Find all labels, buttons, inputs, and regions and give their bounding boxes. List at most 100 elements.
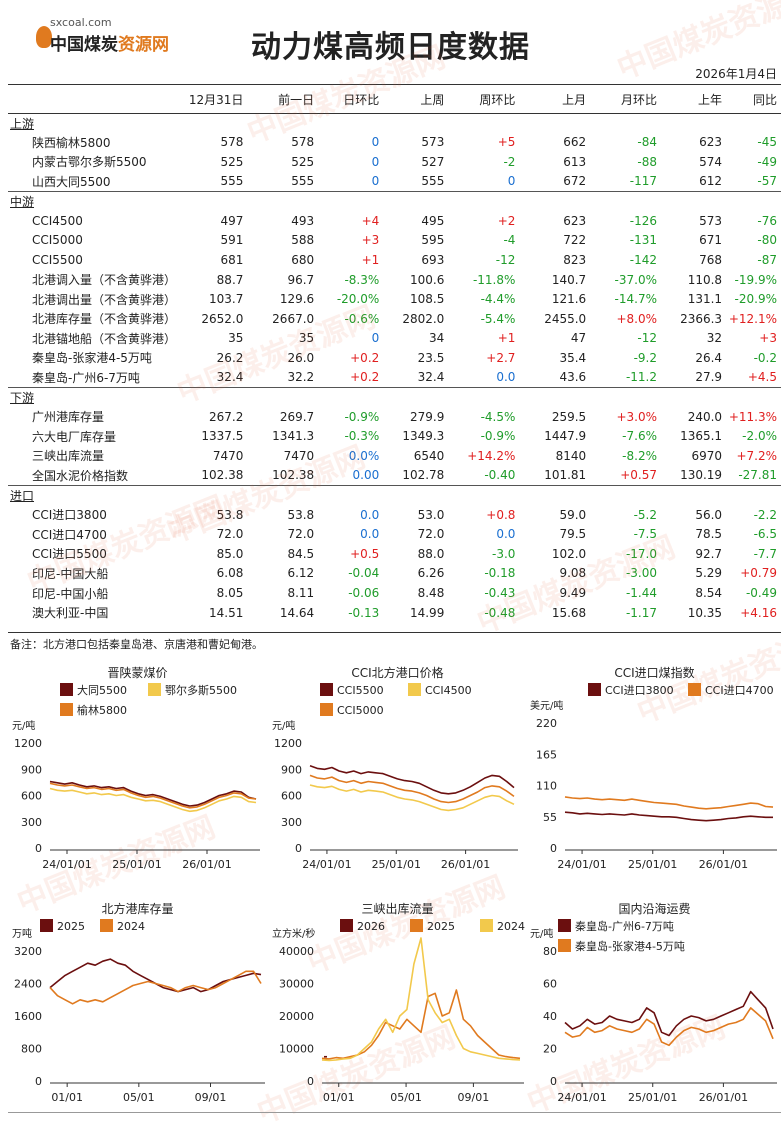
value-cell: 555 bbox=[220, 174, 244, 189]
chart-title: 三峡出库流量 bbox=[361, 901, 433, 916]
value-cell: 525 bbox=[220, 154, 244, 169]
value-cell: 671 bbox=[699, 233, 723, 248]
value-cell: 56.0 bbox=[695, 507, 723, 522]
value-cell: 72.0 bbox=[417, 527, 445, 542]
x-tick-label: 24/01/01 bbox=[557, 1091, 606, 1104]
series-line bbox=[49, 782, 257, 809]
table-row: 广州港库存量 267.2 269.7 -0.9% 279.9 -4.5% 259.5 +3.0… bbox=[8, 407, 781, 427]
series-line bbox=[321, 937, 521, 1062]
value-cell: 6970 bbox=[691, 448, 723, 463]
y-tick-label: 20000 bbox=[279, 1010, 314, 1023]
change-cell: -11.8% bbox=[472, 272, 516, 287]
value-cell: 8.54 bbox=[695, 586, 723, 601]
y-tick-label: 2400 bbox=[14, 978, 42, 991]
row-label: CCI5500 bbox=[32, 252, 83, 267]
table-row: 北港锚地船（不含黄骅港） 35 35 0 34 +1 47 -12 32 +3 bbox=[8, 329, 781, 349]
legend-swatch bbox=[148, 683, 161, 696]
change-cell: -5.2 bbox=[633, 507, 657, 522]
table-bottom-divider bbox=[8, 632, 781, 633]
change-cell: -3.00 bbox=[625, 566, 657, 581]
value-cell: 72.0 bbox=[216, 527, 244, 542]
change-cell: -7.7 bbox=[753, 546, 777, 561]
column-header: 上月 bbox=[519, 87, 591, 114]
value-cell: 140.7 bbox=[551, 272, 587, 287]
page-title: 动力煤高频日度数据 bbox=[251, 30, 530, 65]
value-cell: 267.2 bbox=[209, 409, 244, 424]
row-label: 秦皇岛-广州6-7万吨 bbox=[32, 370, 140, 385]
section-title: 中游 bbox=[8, 190, 781, 211]
value-cell: 15.68 bbox=[551, 605, 587, 620]
value-cell: 35 bbox=[228, 331, 244, 346]
value-cell: 495 bbox=[421, 213, 445, 228]
change-cell: -37.0% bbox=[614, 272, 657, 287]
legend-swatch bbox=[688, 683, 701, 696]
table-row: 陕西榆林5800 578 578 0 573 +5 662 -84 623 -45 bbox=[8, 133, 781, 153]
change-cell: +3.0% bbox=[616, 409, 657, 424]
change-cell: -84 bbox=[637, 135, 657, 150]
value-cell: 32.4 bbox=[417, 370, 445, 385]
value-cell: 88.0 bbox=[417, 546, 445, 561]
chart-title: CCI北方港口价格 bbox=[351, 665, 443, 680]
change-cell: -7.6% bbox=[622, 429, 657, 444]
value-cell: 573 bbox=[699, 213, 723, 228]
value-cell: 121.6 bbox=[551, 292, 587, 307]
series-line bbox=[49, 787, 257, 813]
value-cell: 14.99 bbox=[409, 605, 445, 620]
legend-label: 秦皇岛-广州6-7万吨 bbox=[575, 919, 674, 933]
value-cell: 2652.0 bbox=[201, 311, 244, 326]
column-header: 周环比 bbox=[448, 87, 520, 114]
table-row: 印尼-中国大船 6.08 6.12 -0.04 6.26 -0.18 9.08 -3.00 5.… bbox=[8, 564, 781, 584]
y-axis-label: 万吨 bbox=[12, 927, 32, 940]
change-cell: -0.3% bbox=[344, 429, 380, 444]
change-cell: 0.0% bbox=[348, 448, 380, 463]
change-cell: +11.3% bbox=[728, 409, 777, 424]
value-cell: 110.8 bbox=[687, 272, 723, 287]
change-cell: +0.2 bbox=[350, 350, 380, 365]
y-tick-label: 800 bbox=[21, 1043, 42, 1056]
chart-title: CCI进口煤指数 bbox=[614, 665, 694, 680]
legend-label: CCI进口4700 bbox=[705, 684, 774, 697]
change-cell: +2 bbox=[497, 213, 516, 228]
change-cell: -4.4% bbox=[480, 292, 516, 307]
change-cell: 0.0 bbox=[360, 527, 380, 542]
column-header: 月环比 bbox=[590, 87, 661, 114]
legend-swatch bbox=[320, 683, 333, 696]
y-tick-label: 0 bbox=[35, 842, 42, 855]
section-header: 下游 bbox=[8, 386, 781, 407]
footnote: 备注：北方港口包括秦皇岛港、京唐港和曹妃甸港。 bbox=[10, 638, 263, 651]
report-date: 2026年1月4日 bbox=[695, 67, 777, 81]
logo-name-a: 中国煤炭 bbox=[50, 35, 118, 55]
legend-swatch bbox=[320, 703, 333, 716]
value-cell: 26.4 bbox=[695, 350, 723, 365]
column-header: 12月31日 bbox=[176, 87, 248, 114]
change-cell: +5 bbox=[497, 135, 516, 150]
y-tick-label: 55 bbox=[543, 811, 557, 824]
y-tick-label: 220 bbox=[536, 717, 557, 730]
x-tick-label: 01/01 bbox=[323, 1091, 355, 1104]
series-line bbox=[564, 811, 773, 822]
value-cell: 84.5 bbox=[287, 546, 315, 561]
y-tick-label: 0 bbox=[307, 1075, 314, 1088]
y-tick-label: 3200 bbox=[14, 945, 42, 958]
value-cell: 131.1 bbox=[687, 292, 723, 307]
legend-swatch bbox=[60, 683, 73, 696]
value-cell: 7470 bbox=[283, 448, 315, 463]
change-cell: 0.0 bbox=[496, 527, 516, 542]
row-label: 北港调入量（不含黄骅港） bbox=[32, 273, 177, 288]
value-cell: 53.0 bbox=[417, 507, 445, 522]
change-cell: 0.00 bbox=[352, 468, 380, 483]
series-line bbox=[564, 990, 774, 1037]
change-cell: -19.9% bbox=[734, 272, 777, 287]
change-cell: +14.2% bbox=[467, 448, 516, 463]
column-header: 前一日 bbox=[247, 87, 319, 114]
y-tick-label: 1200 bbox=[274, 737, 302, 750]
legend-label: 秦皇岛-张家港4-5万吨 bbox=[575, 939, 685, 953]
y-axis-label: 元/吨 bbox=[530, 927, 553, 940]
table-row: 澳大利亚-中国 14.51 14.64 -0.13 14.99 -0.48 15.68 -1.… bbox=[8, 603, 781, 623]
value-cell: 681 bbox=[220, 252, 244, 267]
change-cell: -3.0 bbox=[491, 546, 516, 561]
change-cell: -57 bbox=[757, 174, 777, 189]
change-cell: +12.1% bbox=[728, 311, 777, 326]
change-cell: 0 bbox=[371, 174, 380, 189]
